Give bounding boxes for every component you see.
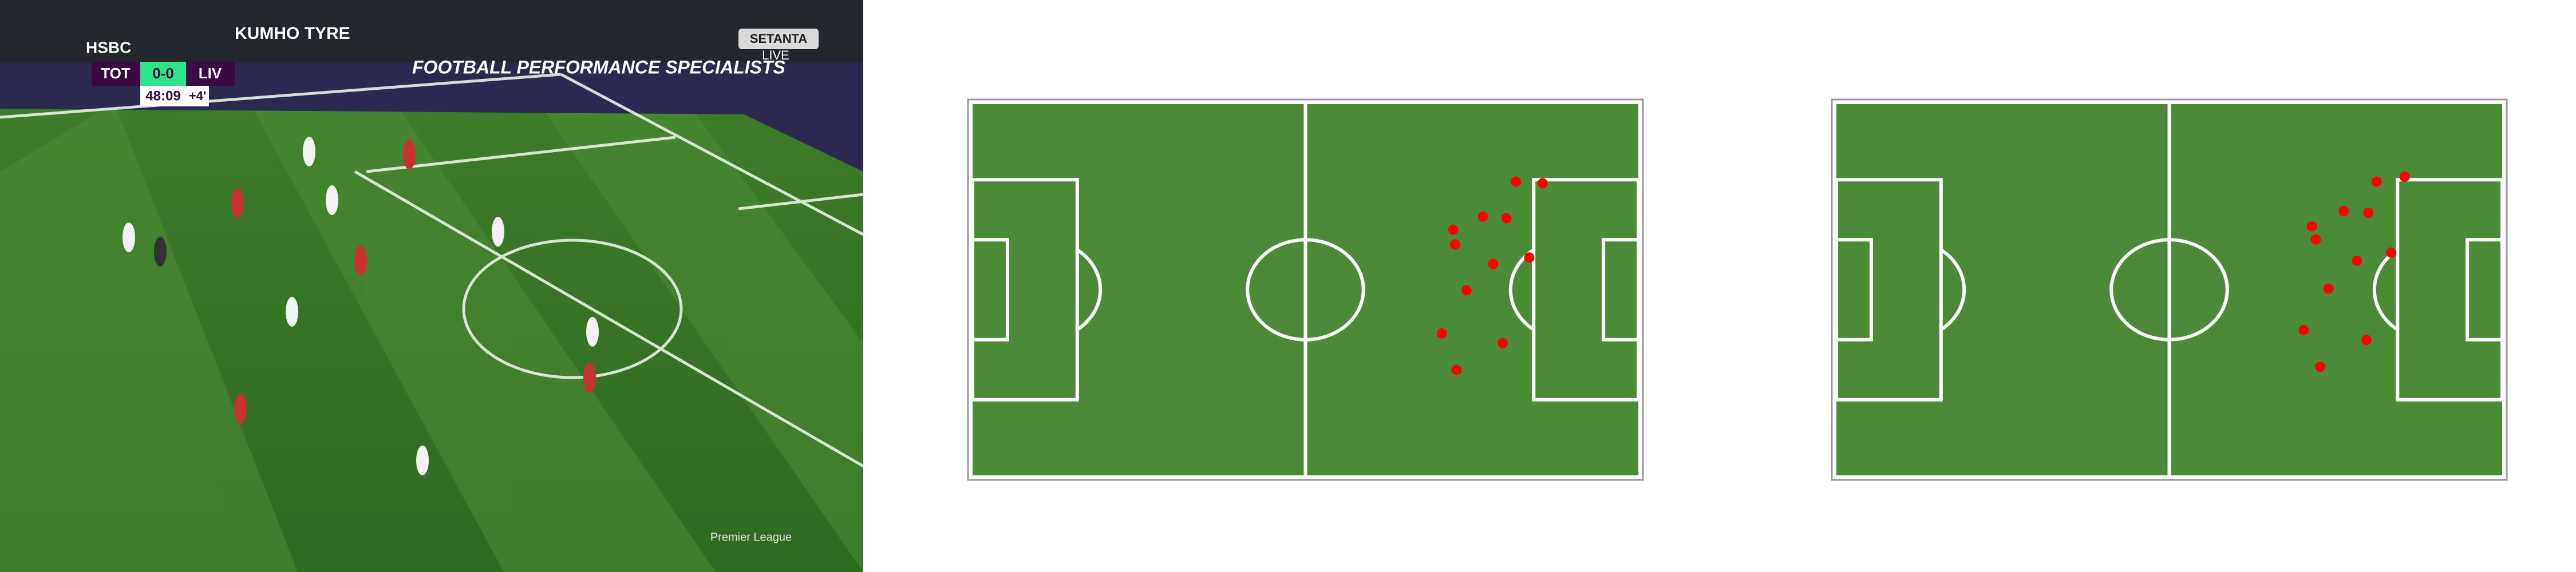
player-dot	[1488, 259, 1499, 269]
player-dot	[1477, 211, 1488, 222]
pitch-lines	[0, 73, 863, 468]
pitch	[1831, 98, 2508, 481]
player-dot	[1461, 285, 1472, 296]
player-dot	[1501, 213, 1512, 224]
player-dot	[2306, 221, 2317, 232]
away-team: LIV	[199, 65, 222, 82]
player-dot	[1524, 252, 1535, 263]
pitch-diagrams	[967, 98, 2508, 481]
penalty-arc	[1940, 248, 1966, 331]
centre-circle	[2109, 238, 2229, 341]
player-dot	[2298, 325, 2309, 336]
score: 0-0	[152, 65, 174, 82]
player-dot	[1448, 224, 1459, 235]
players	[123, 137, 599, 475]
pitch	[967, 98, 1644, 481]
player-dot	[2386, 247, 2397, 258]
board-text: HSBC	[86, 38, 131, 56]
player-dot	[2352, 255, 2362, 266]
ad-boards	[0, 63, 863, 172]
player-dot	[2399, 171, 2410, 182]
player-dot	[2310, 234, 2321, 245]
broadcaster-name: SETANTA	[750, 31, 808, 46]
mowing-stripes	[0, 63, 863, 572]
player-dot	[2363, 207, 2374, 218]
added-time: +4'	[189, 89, 206, 103]
player-dot	[2315, 362, 2326, 372]
player-dot	[2338, 206, 2349, 217]
penalty-arc	[1076, 248, 1103, 331]
broadcaster-tag: LIVE	[762, 48, 789, 62]
player-dot	[2323, 283, 2334, 294]
board-text: KUMHO TYRE	[235, 24, 350, 43]
player-dot	[1451, 364, 1462, 375]
centre-circle	[1246, 238, 1365, 341]
goal-area	[971, 238, 1009, 341]
player-dot	[1511, 176, 1522, 187]
broadcaster-logo: SETANTA LIVE	[738, 29, 819, 62]
video-frame: HSBC KUMHO TYRE FOOTBALL PERFORMANCE SPE…	[0, 0, 863, 572]
player-dot	[1436, 328, 1447, 339]
penalty-arc	[2372, 248, 2399, 331]
match-clock: 48:09	[145, 88, 180, 104]
player-dot	[1449, 239, 1460, 250]
penalty-arc	[1508, 248, 1535, 331]
home-team: TOT	[101, 65, 131, 82]
goal-area	[1602, 238, 1641, 341]
scoreboard: TOT 0-0 LIV 48:09 +4'	[92, 62, 235, 106]
player-dot	[2371, 176, 2382, 187]
goal-area	[1835, 238, 1873, 341]
player-dot	[1537, 178, 1548, 189]
board-text: FOOTBALL PERFORMANCE SPECIALISTS	[412, 57, 786, 77]
league-logo-text: Premier League	[710, 531, 792, 543]
player-dot	[2361, 335, 2372, 345]
goal-area	[2466, 238, 2504, 341]
player-dot	[1497, 338, 1508, 349]
